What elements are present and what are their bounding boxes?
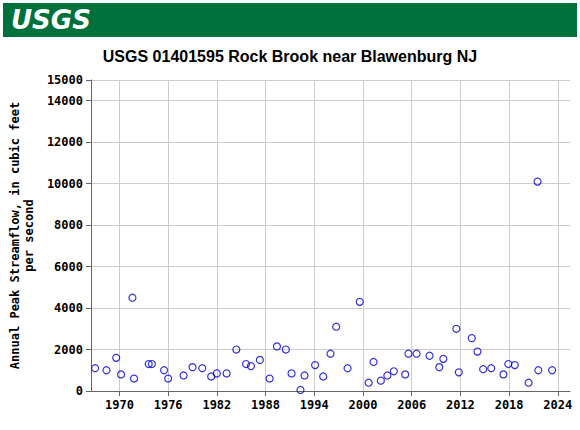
svg-text:1994: 1994 <box>300 398 329 412</box>
svg-text:Annual Peak Streamflow, in cub: Annual Peak Streamflow, in cubic feet <box>8 102 22 369</box>
svg-text:1988: 1988 <box>251 398 280 412</box>
svg-text:2024: 2024 <box>543 398 572 412</box>
svg-text:14000: 14000 <box>47 94 83 108</box>
svg-text:2012: 2012 <box>446 398 475 412</box>
svg-text:USGS 01401595 Rock Brook near: USGS 01401595 Rock Brook near Blawenburg… <box>103 48 477 65</box>
svg-text:2000: 2000 <box>349 398 378 412</box>
svg-text:2018: 2018 <box>495 398 524 412</box>
svg-text:0: 0 <box>76 384 83 398</box>
html-text:USGS: USGS <box>11 5 91 35</box>
svg-text:10000: 10000 <box>47 177 83 191</box>
svg-text:2000: 2000 <box>54 343 83 357</box>
svg-text:1976: 1976 <box>154 398 183 412</box>
svg-text:2006: 2006 <box>397 398 426 412</box>
svg-text:12000: 12000 <box>47 135 83 149</box>
svg-text:15000: 15000 <box>47 73 83 87</box>
svg-text:6000: 6000 <box>54 260 83 274</box>
svg-text:8000: 8000 <box>54 218 83 232</box>
svg-text:per second: per second <box>22 199 36 271</box>
svg-text:1970: 1970 <box>105 398 134 412</box>
svg-text:4000: 4000 <box>54 301 83 315</box>
svg-text:1982: 1982 <box>202 398 231 412</box>
